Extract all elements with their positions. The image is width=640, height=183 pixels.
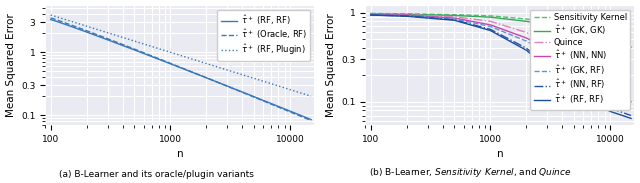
$\hat{\tau}^+$ (NN, NN) [586,73,594,75]
$\hat{\tau}^+$ (GK, RF) [367,14,374,16]
$\hat{\tau}^+$ (Oracle, RF) [206,78,214,80]
Line: Quince: Quince [371,14,631,83]
$\hat{\tau}^+$ (RF, Plugin) [47,14,54,16]
$\hat{\tau}^+$ (GK, RF) [521,39,529,42]
$\hat{\tau}^+$ (NN, NN) [526,39,534,41]
$\hat{\tau}^+$ (RF, RF) [368,14,376,16]
Sensitivity Kernel [627,37,635,39]
$\hat{\tau}^+$ (GK, RF) [603,88,611,90]
Line: $\hat{\tau}^+$ (NN, NN): $\hat{\tau}^+$ (NN, NN) [371,15,631,102]
$\hat{\tau}^+$ (RF, RF) [367,14,374,16]
$\hat{\tau}^+$ (RF, Plugin) [206,64,214,66]
$\hat{\tau}^+$ (GK, RF) [368,14,376,16]
Y-axis label: Mean Squared Error: Mean Squared Error [6,13,15,117]
$\hat{\tau}^+$ (RF, RF) [627,117,635,119]
X-axis label: n: n [177,149,183,159]
$\hat{\tau}^+$ (GK, GK) [586,33,594,35]
$\hat{\tau}^+$ (Oracle, RF) [47,17,54,19]
$\hat{\tau}^+$ (RF, RF) [586,99,594,102]
$\hat{\tau}^+$ (RF, RF) [206,78,214,80]
$\hat{\tau}^+$ (RF, RF) [521,48,529,50]
Sensitivity Kernel [603,31,611,33]
Sensitivity Kernel [526,18,534,20]
Quince [603,72,611,74]
$\hat{\tau}^+$ (GK, GK) [367,13,374,15]
Line: $\hat{\tau}^+$ (Oracle, RF): $\hat{\tau}^+$ (Oracle, RF) [51,18,311,121]
Quince [521,31,529,33]
$\hat{\tau}^+$ (NN, RF) [367,14,374,16]
$\hat{\tau}^+$ (RF, Plugin) [283,87,291,90]
$\hat{\tau}^+$ (NN, RF) [368,14,376,16]
$\hat{\tau}^+$ (RF, RF) [283,109,291,111]
Legend: $\hat{\tau}^+$ (RF, RF), $\hat{\tau}^+$ (Oracle, RF), $\hat{\tau}^+$ (RF, Plugin: $\hat{\tau}^+$ (RF, RF), $\hat{\tau}^+$ … [218,10,310,61]
$\hat{\tau}^+$ (NN, RF) [522,47,529,49]
$\hat{\tau}^+$ (NN, NN) [522,37,529,39]
Sensitivity Kernel [522,18,529,20]
$\hat{\tau}^+$ (Oracle, RF) [307,119,315,122]
$\hat{\tau}^+$ (NN, RF) [627,114,635,117]
$\hat{\tau}^+$ (RF, RF) [526,52,534,55]
$\hat{\tau}^+$ (GK, GK) [603,37,611,40]
$\hat{\tau}^+$ (RF, RF) [48,19,56,21]
$\hat{\tau}^+$ (GK, GK) [526,21,534,23]
$\hat{\tau}^+$ (GK, RF) [522,40,529,42]
$\hat{\tau}^+$ (NN, NN) [521,36,529,38]
$\hat{\tau}^+$ (NN, NN) [367,14,374,16]
$\hat{\tau}^+$ (GK, RF) [627,101,635,103]
Line: $\hat{\tau}^+$ (RF, Plugin): $\hat{\tau}^+$ (RF, Plugin) [51,15,311,96]
$\hat{\tau}^+$ (NN, RF) [526,50,534,52]
$\hat{\tau}^+$ (RF, RF) [47,18,54,21]
$\hat{\tau}^+$ (RF, RF) [266,102,274,104]
Text: (b) B-Learner, $\it{Sensitivity\ Kernel}$, and $\it{Quince}$: (b) B-Learner, $\it{Sensitivity\ Kernel}… [369,166,572,179]
Y-axis label: Mean Squared Error: Mean Squared Error [326,13,335,117]
Line: $\hat{\tau}^+$ (GK, GK): $\hat{\tau}^+$ (GK, GK) [371,14,631,47]
$\hat{\tau}^+$ (NN, NN) [603,85,611,87]
Text: (a) B-Learner and its oracle/plugin variants: (a) B-Learner and its oracle/plugin vari… [60,170,254,179]
$\hat{\tau}^+$ (GK, GK) [521,20,529,22]
$\hat{\tau}^+$ (RF, Plugin) [48,14,56,16]
$\hat{\tau}^+$ (NN, RF) [586,95,594,97]
Sensitivity Kernel [521,18,529,20]
Line: $\hat{\tau}^+$ (RF, RF): $\hat{\tau}^+$ (RF, RF) [51,20,311,119]
$\hat{\tau}^+$ (RF, Plugin) [307,95,315,97]
$\hat{\tau}^+$ (GK, GK) [368,13,376,15]
$\hat{\tau}^+$ (Oracle, RF) [266,103,274,105]
Quince [367,13,374,15]
$\hat{\tau}^+$ (RF, Plugin) [202,62,209,64]
Quince [522,31,529,33]
Sensitivity Kernel [586,27,594,30]
Quince [368,13,376,15]
$\hat{\tau}^+$ (RF, Plugin) [266,82,274,85]
Sensitivity Kernel [367,12,374,14]
Line: $\hat{\tau}^+$ (RF, RF): $\hat{\tau}^+$ (RF, RF) [371,15,631,118]
$\hat{\tau}^+$ (RF, Plugin) [201,62,209,64]
$\hat{\tau}^+$ (NN, NN) [627,101,635,103]
Quince [586,62,594,64]
$\hat{\tau}^+$ (GK, RF) [526,42,534,44]
$\hat{\tau}^+$ (NN, RF) [521,46,529,48]
Quince [526,33,534,35]
$\hat{\tau}^+$ (RF, RF) [603,108,611,111]
$\hat{\tau}^+$ (NN, NN) [368,14,376,16]
$\hat{\tau}^+$ (RF, RF) [201,76,209,78]
$\hat{\tau}^+$ (Oracle, RF) [283,109,291,112]
Sensitivity Kernel [368,12,376,14]
Line: $\hat{\tau}^+$ (GK, RF): $\hat{\tau}^+$ (GK, RF) [371,15,631,102]
$\hat{\tau}^+$ (RF, RF) [522,49,529,51]
Quince [627,82,635,85]
X-axis label: n: n [497,149,503,159]
$\hat{\tau}^+$ (GK, RF) [586,77,594,80]
$\hat{\tau}^+$ (Oracle, RF) [201,76,209,78]
$\hat{\tau}^+$ (NN, RF) [603,105,611,107]
Legend: Sensitivity Kernel, $\hat{\tau}^+$ (GK, GK), Quince, $\hat{\tau}^+$ (NN, NN), $\: Sensitivity Kernel, $\hat{\tau}^+$ (GK, … [531,10,630,110]
$\hat{\tau}^+$ (GK, GK) [627,46,635,48]
Line: Sensitivity Kernel: Sensitivity Kernel [371,13,631,38]
$\hat{\tau}^+$ (RF, RF) [307,118,315,121]
$\hat{\tau}^+$ (RF, RF) [202,76,209,79]
$\hat{\tau}^+$ (GK, GK) [522,20,529,22]
$\hat{\tau}^+$ (Oracle, RF) [48,17,56,19]
Line: $\hat{\tau}^+$ (NN, RF): $\hat{\tau}^+$ (NN, RF) [371,15,631,115]
$\hat{\tau}^+$ (Oracle, RF) [202,76,209,79]
